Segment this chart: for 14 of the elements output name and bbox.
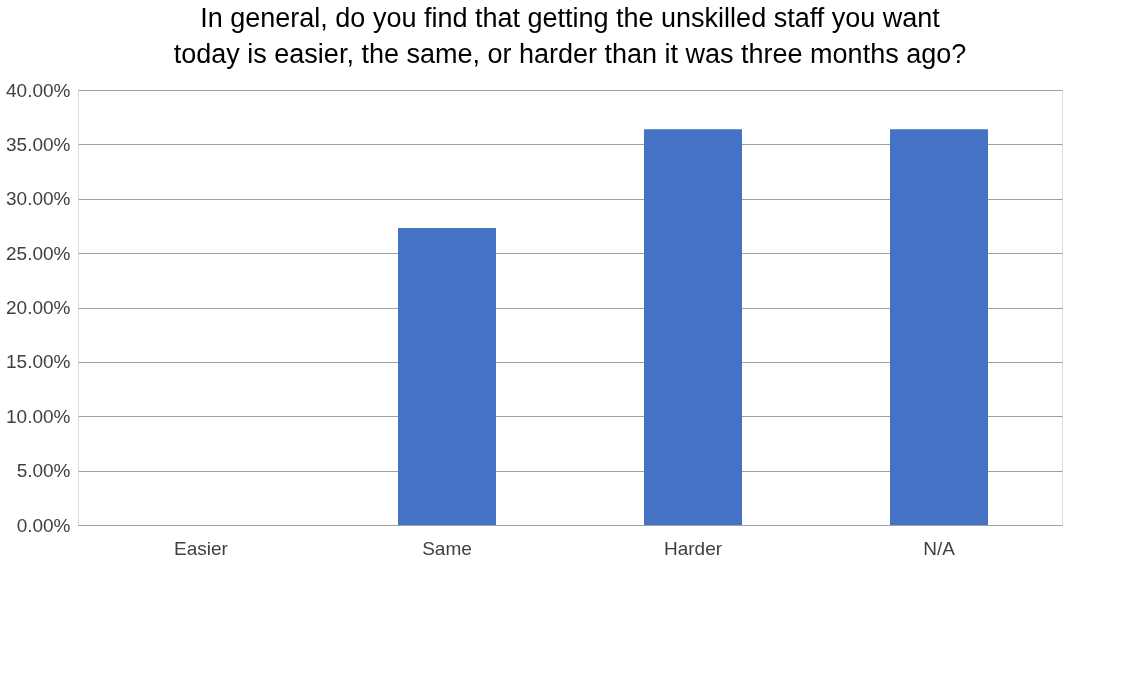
x-tick-label: Easier [174,537,229,559]
x-tick-label: Harder [663,537,723,559]
y-tick-label: 30.00% [6,188,71,210]
y-tick-label: 0.00% [16,514,71,536]
y-tick-label: 35.00% [6,133,71,155]
x-tick-label: Same [422,537,472,559]
y-tick-label: 15.00% [6,351,71,373]
y-tick-label: 20.00% [6,297,71,318]
x-tick-label: N/A [923,537,956,559]
y-tick-label: 25.00% [6,242,71,264]
y-tick-label: 10.00% [6,405,71,427]
y-tick-label: 5.00% [16,460,71,482]
chart-title: In general, do you find that getting the unskilled staff you want today is easier, the same, or harder than it was three months ago? [173,3,967,69]
y-tick-label: 40.00% [6,79,71,101]
